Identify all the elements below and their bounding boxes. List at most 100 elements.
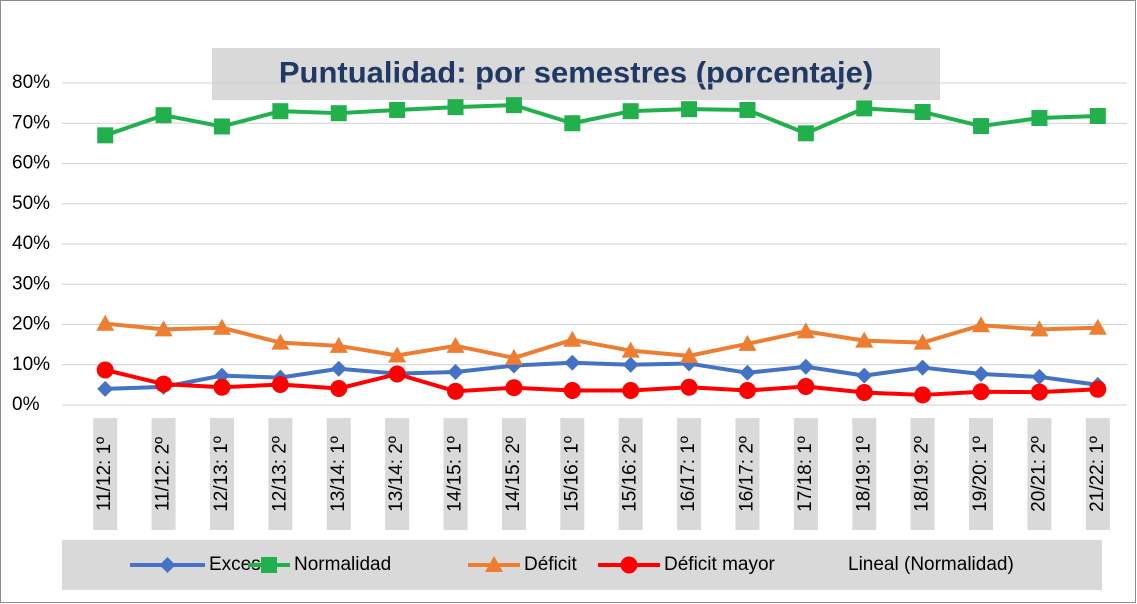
- x-label-bg: [1027, 418, 1052, 530]
- y-tick-label: 0%: [12, 394, 40, 415]
- data-point: [973, 118, 990, 135]
- data-point: [1031, 110, 1048, 127]
- data-point: [213, 367, 230, 384]
- chart-title: Puntualidad: por semestres (porcentaje): [279, 55, 873, 90]
- data-point: [155, 107, 172, 124]
- x-label-bg: [677, 418, 702, 530]
- x-label-bg: [151, 418, 176, 530]
- data-point: [330, 360, 347, 377]
- data-point: [622, 103, 639, 120]
- legend-marker: [485, 556, 503, 572]
- data-point: [388, 365, 406, 383]
- data-point: [271, 375, 289, 393]
- y-tick-label: 50%: [12, 193, 50, 214]
- data-point: [914, 386, 932, 404]
- data-point: [913, 333, 932, 350]
- y-tick-label: 80%: [12, 72, 50, 93]
- x-tick-label: 12/13: 1º: [211, 436, 232, 512]
- x-tick-label: 15/16: 2º: [620, 436, 641, 512]
- data-point: [855, 331, 874, 348]
- data-point: [796, 322, 815, 339]
- data-point: [563, 330, 582, 347]
- title-box: [212, 48, 940, 100]
- x-label-bg: [268, 418, 293, 530]
- data-point: [622, 382, 640, 400]
- data-point: [738, 334, 757, 351]
- data-point: [96, 361, 114, 379]
- data-point: [96, 314, 115, 331]
- x-tick-label: 13/14: 2º: [386, 436, 407, 512]
- data-point: [97, 127, 114, 144]
- data-point: [739, 101, 756, 118]
- x-tick-label: 17/18: 1º: [795, 436, 816, 512]
- series-line: [105, 321, 1098, 360]
- data-point: [97, 380, 114, 397]
- data-point: [914, 359, 931, 376]
- data-point: [1089, 108, 1106, 125]
- x-label-bg: [385, 418, 410, 530]
- data-point: [973, 366, 990, 383]
- data-point: [272, 103, 289, 120]
- data-point: [855, 384, 873, 402]
- x-label-bg: [93, 418, 118, 530]
- x-tick-label: 18/19: 1º: [853, 436, 874, 512]
- series-line: [105, 360, 1099, 391]
- legend-label: Lineal (Normalidad): [848, 554, 1014, 575]
- x-tick-label: 13/14: 1º: [328, 436, 349, 512]
- x-label-bg: [793, 418, 818, 530]
- data-point: [563, 382, 581, 400]
- data-point: [1031, 368, 1048, 385]
- data-point: [797, 377, 815, 395]
- legend-marker: [159, 557, 176, 573]
- series-line: [104, 103, 1098, 138]
- y-tick-label: 60%: [12, 153, 50, 174]
- x-tick-label: 16/17: 1º: [678, 436, 699, 512]
- data-point: [1089, 380, 1107, 398]
- data-point: [738, 382, 756, 400]
- y-tick-label: 10%: [12, 354, 50, 375]
- data-point: [271, 333, 290, 350]
- x-label-bg: [910, 418, 935, 530]
- x-tick-label: 21/22: 1º: [1087, 436, 1108, 512]
- data-point: [797, 125, 814, 142]
- data-point: [389, 101, 406, 118]
- data-point: [1030, 383, 1048, 401]
- x-tick-label: 15/16: 1º: [561, 436, 582, 512]
- x-label-bg: [209, 418, 234, 530]
- data-point: [681, 101, 698, 118]
- x-tick-label: 16/17: 2º: [736, 436, 757, 512]
- x-label-bg: [443, 418, 468, 530]
- data-point: [856, 367, 873, 384]
- data-point: [621, 341, 640, 358]
- legend-box: [62, 540, 1102, 590]
- data-point: [1030, 320, 1049, 337]
- data-point: [330, 105, 347, 122]
- x-label-bg: [501, 418, 526, 530]
- legend-label: Déficit: [524, 554, 578, 575]
- x-label-bg: [852, 418, 877, 530]
- x-label-bg: [969, 418, 994, 530]
- data-point: [212, 318, 231, 335]
- data-point: [564, 354, 581, 371]
- x-label-bg: [618, 418, 643, 530]
- data-point: [622, 356, 639, 373]
- legend-marker: [261, 557, 277, 573]
- x-label-bg: [326, 418, 351, 530]
- data-point: [914, 103, 931, 120]
- legend-label: Normalidad: [294, 554, 391, 575]
- series-line: [104, 368, 1098, 397]
- x-tick-label: 19/20: 1º: [970, 436, 991, 512]
- x-label-bg: [560, 418, 585, 530]
- x-label-bg: [1085, 418, 1110, 530]
- data-point: [972, 383, 990, 401]
- y-tick-label: 40%: [12, 233, 50, 254]
- data-point: [797, 358, 814, 375]
- data-point: [447, 382, 465, 400]
- data-point: [504, 348, 523, 365]
- data-point: [447, 99, 464, 116]
- data-point: [505, 97, 522, 114]
- x-tick-label: 18/19: 2º: [912, 436, 933, 512]
- x-tick-label: 11/12: 1º: [94, 437, 115, 511]
- x-tick-label: 12/13: 2º: [269, 436, 290, 512]
